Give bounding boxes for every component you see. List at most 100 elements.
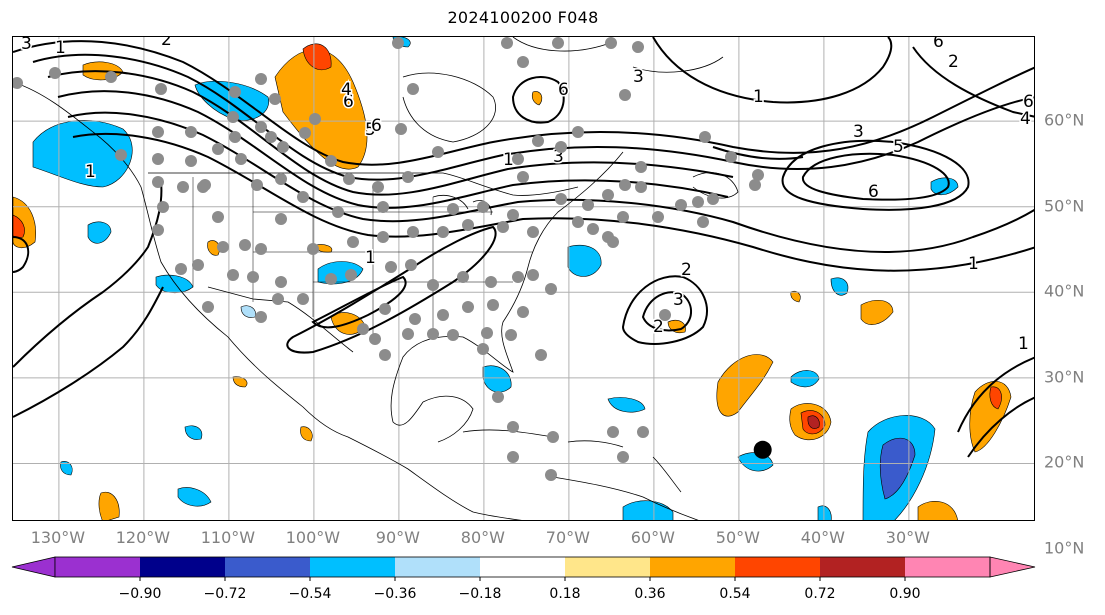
colorbar — [11, 556, 1036, 581]
station-dot — [202, 301, 214, 313]
station-dot — [227, 111, 239, 123]
positive-anomaly-core — [302, 43, 332, 71]
coastlines-and-borders — [13, 37, 739, 520]
contour-value-label: 2 — [681, 260, 692, 280]
contour-value-label: 2 — [948, 52, 959, 72]
negative-anomaly-area — [240, 305, 256, 318]
negative-anomaly-area — [177, 487, 212, 507]
station-dot — [115, 149, 127, 161]
station-dot — [332, 206, 344, 218]
station-dot — [602, 189, 614, 201]
positive-anomaly-area — [232, 376, 248, 388]
station-dot — [505, 329, 517, 341]
station-dot — [269, 93, 281, 105]
contour-line — [801, 152, 950, 201]
colorbar-segment — [395, 557, 481, 577]
colorbar-under-triangle — [11, 556, 56, 578]
contour-line — [712, 146, 804, 160]
contour-value-label: 6 — [868, 182, 879, 202]
colorbar-segment — [565, 557, 651, 577]
station-dot — [652, 211, 664, 223]
station-dot — [632, 41, 644, 53]
positive-anomaly-area — [531, 91, 543, 106]
station-dot — [697, 216, 709, 228]
station-dot — [409, 313, 421, 325]
station-dot — [527, 269, 539, 281]
station-dot — [535, 349, 547, 361]
shaded-anomaly-fields — [13, 37, 1012, 520]
station-dot — [379, 303, 391, 315]
station-dot — [749, 179, 761, 191]
contour-value-label: 6 — [371, 116, 382, 136]
station-dot — [347, 236, 359, 248]
contour-line — [621, 275, 708, 345]
station-dot — [699, 131, 711, 143]
graticule-grid — [13, 37, 1034, 520]
positive-anomaly-area — [300, 426, 313, 442]
contour-value-label: 4 — [341, 80, 352, 100]
station-dot — [272, 293, 284, 305]
station-dot — [507, 209, 519, 221]
station-dot — [532, 135, 544, 147]
contour-line — [641, 291, 692, 332]
contour-line — [32, 53, 1034, 181]
colorbar-tick-label: −0.36 — [373, 586, 417, 602]
negative-anomaly-area — [830, 277, 849, 296]
contour-value-label: 2 — [161, 37, 172, 50]
station-dot — [229, 86, 241, 98]
contour-value-label: 3 — [21, 37, 32, 54]
contour-value-label: 1 — [365, 248, 376, 268]
positive-anomaly-area — [716, 354, 774, 417]
station-dot — [507, 451, 519, 463]
station-dot — [345, 269, 357, 281]
latitude-label: 60°N — [1044, 110, 1085, 130]
contour-value-label: 6 — [1023, 92, 1034, 112]
station-dot — [239, 239, 251, 251]
station-dot — [152, 126, 164, 138]
station-dot — [582, 199, 594, 211]
latitude-label: 30°N — [1044, 367, 1085, 387]
station-dot — [617, 211, 629, 223]
station-dot — [212, 211, 224, 223]
colorbar-tick-label: 0.36 — [634, 586, 666, 602]
station-dot — [485, 276, 497, 288]
contour-line — [912, 46, 1034, 118]
station-dot — [402, 328, 414, 340]
station-dot — [437, 226, 449, 238]
colorbar-segment — [820, 557, 906, 577]
station-dot — [752, 169, 764, 181]
longitude-label: 90°W — [375, 528, 420, 547]
station-dot — [402, 171, 414, 183]
station-dot — [427, 328, 439, 340]
contour-line — [13, 236, 30, 273]
positive-anomaly-area — [917, 500, 958, 520]
station-dot — [492, 391, 504, 403]
colorbar-segment — [310, 557, 396, 577]
colorbar-segment — [225, 557, 311, 577]
station-dot — [507, 421, 519, 433]
station-dot — [497, 221, 509, 233]
contour-value-label: 3 — [673, 290, 684, 310]
contour-lines — [13, 37, 1034, 458]
station-dot — [177, 181, 189, 193]
station-dot — [405, 259, 417, 271]
station-dot — [152, 176, 164, 188]
station-dot — [462, 301, 474, 313]
station-dot — [325, 155, 337, 167]
colorbar-over-triangle — [989, 556, 1036, 578]
station-dot — [607, 236, 619, 248]
station-dot — [307, 243, 319, 255]
station-dot — [265, 131, 277, 143]
station-dot — [707, 193, 719, 205]
station-dot — [275, 173, 287, 185]
station-dot — [369, 333, 381, 345]
positive-anomaly-area — [207, 240, 220, 256]
station-dot — [395, 123, 407, 135]
station-dot — [477, 343, 489, 355]
station-dot — [385, 261, 397, 273]
station-dot — [517, 306, 529, 318]
contour-value-label: 5 — [893, 137, 904, 157]
contour-line — [47, 70, 734, 196]
longitude-label: 80°W — [460, 528, 505, 547]
station-dot — [572, 126, 584, 138]
